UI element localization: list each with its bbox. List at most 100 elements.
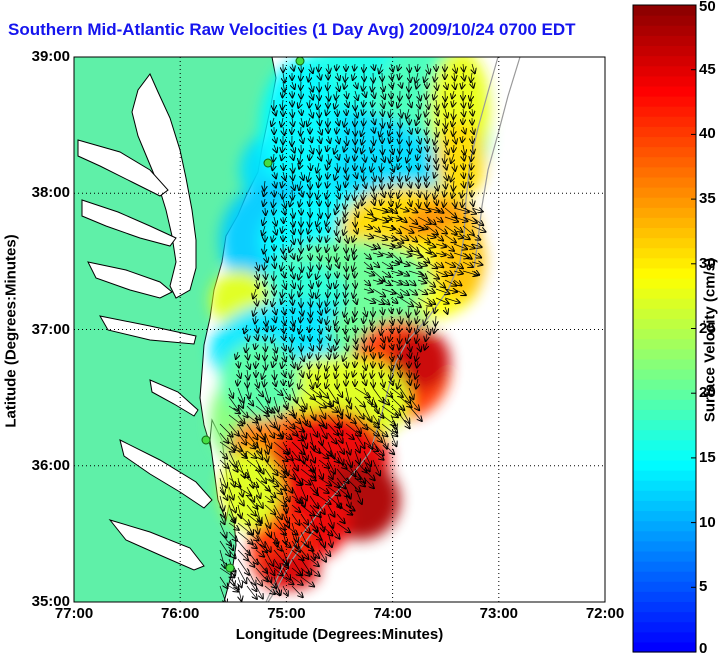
velocity-arrow — [274, 180, 276, 188]
grid-lines — [74, 57, 605, 602]
velocity-arrow — [291, 432, 303, 441]
colorbar-segment — [633, 308, 696, 319]
velocity-arrow — [219, 477, 224, 494]
colorbar-segment — [633, 176, 696, 188]
velocity-arrow — [372, 414, 379, 424]
velocity-arrow — [274, 225, 277, 235]
velocity-arrow — [253, 288, 256, 298]
colorbar-tick: 20 — [699, 384, 716, 402]
velocity-arrow — [346, 108, 347, 115]
velocity-arrow — [389, 126, 391, 136]
velocity-arrow — [416, 315, 418, 323]
velocity-arrow — [309, 270, 310, 278]
velocity-arrow — [255, 567, 268, 581]
velocity-arrow — [228, 531, 237, 541]
velocity-arrow — [272, 234, 274, 242]
velocity-arrow — [399, 324, 400, 333]
velocity-arrow — [344, 144, 346, 152]
velocity-arrow — [381, 387, 392, 397]
velocity-arrow — [345, 432, 354, 439]
velocity-arrow — [426, 253, 436, 256]
velocity-arrow — [346, 99, 348, 107]
velocity-arrow — [318, 351, 319, 360]
velocity-arrow — [434, 171, 436, 178]
velocity-arrow — [454, 198, 456, 207]
velocity-arrow — [363, 235, 373, 238]
velocity-arrow — [310, 108, 313, 118]
velocity-arrow — [416, 333, 418, 343]
velocity-arrow — [363, 279, 370, 285]
velocity-arrow — [290, 342, 292, 352]
velocity-arrow — [361, 126, 364, 136]
colorbar-segment — [633, 247, 696, 259]
velocity-arrow — [337, 81, 339, 91]
velocity-arrow — [273, 324, 274, 331]
colorbar-segment — [633, 85, 696, 97]
velocity-arrow — [246, 549, 258, 564]
velocity-arrow — [346, 153, 348, 162]
velocity-arrow — [372, 441, 384, 455]
velocity-arrow — [409, 144, 410, 154]
velocity-arrow — [326, 360, 328, 370]
velocity-arrow — [327, 405, 337, 412]
velocity-arrow — [283, 126, 284, 135]
velocity-arrow — [453, 144, 454, 152]
velocity-arrow — [363, 189, 364, 200]
velocity-arrow — [337, 72, 339, 80]
velocity-arrow — [354, 414, 367, 429]
velocity-arrow — [273, 387, 283, 395]
velocity-arrow — [390, 108, 391, 117]
velocity-arrow — [309, 405, 315, 420]
velocity-arrow — [416, 117, 418, 125]
velocity-arrow — [445, 117, 446, 128]
velocity-arrow — [391, 306, 392, 313]
velocity-arrow — [472, 144, 474, 154]
colorbar-segment — [633, 217, 696, 229]
velocity-arrow — [390, 262, 399, 264]
velocity-arrow — [417, 208, 431, 211]
velocity-arrow — [292, 144, 295, 153]
velocity-arrow — [409, 99, 411, 107]
velocity-arrow — [274, 315, 276, 322]
velocity-arrow — [318, 504, 325, 514]
velocity-arrow — [435, 208, 444, 213]
velocity-arrow — [282, 144, 283, 152]
velocity-arrow — [335, 342, 337, 350]
longitude-tick: 75:00 — [267, 605, 306, 622]
velocity-arrow — [255, 459, 264, 474]
velocity-arrow — [399, 253, 412, 256]
velocity-arrow — [390, 414, 397, 429]
velocity-arrow — [274, 342, 276, 352]
velocity-arrow — [282, 432, 292, 439]
velocity-arrow — [291, 540, 300, 552]
velocity-arrow — [417, 234, 430, 243]
velocity-arrow — [427, 117, 428, 125]
colorbar-segment — [633, 146, 696, 158]
velocity-arrow — [373, 63, 374, 70]
velocity-arrow — [300, 513, 308, 525]
velocity-arrow — [355, 153, 356, 161]
velocity-arrow — [290, 378, 293, 386]
velocity-arrow — [255, 513, 262, 523]
colorbar-segment — [633, 25, 696, 36]
colorbar-segment — [633, 449, 696, 461]
velocity-arrow — [372, 225, 380, 232]
colorbar-segment — [633, 459, 696, 471]
velocity-arrow — [337, 162, 338, 172]
velocity-arrow — [471, 171, 472, 179]
velocity-arrow — [328, 342, 331, 352]
velocity-arrow — [255, 486, 260, 498]
velocity-arrow — [300, 441, 307, 460]
velocity-arrow — [282, 450, 293, 460]
colorbar-segment — [633, 439, 696, 451]
velocity-arrow — [301, 333, 303, 340]
velocity-arrow — [292, 306, 293, 313]
velocity-arrow — [301, 171, 303, 180]
velocity-arrow — [426, 261, 437, 268]
velocity-arrow — [228, 585, 238, 592]
velocity-arrow — [391, 315, 393, 324]
velocity-arrow — [345, 477, 360, 492]
velocity-arrow — [328, 81, 329, 90]
velocity-arrow — [400, 171, 401, 181]
velocity-arrow — [309, 459, 314, 473]
